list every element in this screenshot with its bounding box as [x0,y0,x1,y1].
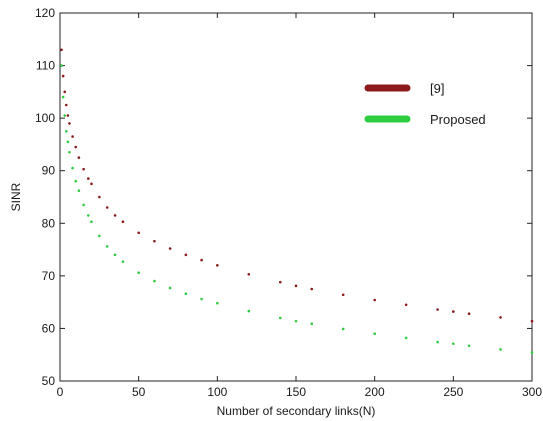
data-point-9 [294,284,298,288]
y-tick-label: 120 [35,6,55,20]
data-point-proposed [60,64,63,67]
x-tick-label: 100 [207,385,227,399]
data-point-9 [113,214,117,217]
data-point-proposed [247,309,251,313]
data-point-proposed [71,166,74,170]
series-9 [60,48,534,323]
data-point-proposed [278,316,282,320]
data-point-proposed [63,114,67,117]
data-point-proposed [77,189,81,192]
data-point-proposed [64,129,68,133]
data-point-9 [310,287,314,291]
data-point-9 [63,90,67,94]
data-point-proposed [168,286,172,290]
data-point-proposed [452,342,455,345]
data-point-9 [90,182,93,186]
legend: [9] Proposed [364,81,486,127]
data-point-proposed [90,220,93,224]
data-point-9 [436,308,439,311]
y-tick-label: 50 [42,374,56,388]
plot-area [59,12,533,382]
data-point-proposed [373,332,376,335]
data-point-proposed [200,297,203,301]
data-point-proposed [216,301,219,305]
data-point-proposed [105,245,109,248]
data-point-proposed [66,140,70,144]
y-tick-label: 70 [42,269,56,283]
y-tick-label: 110 [36,59,55,73]
data-point-proposed [404,336,408,340]
y-axis-label: SINR [9,182,23,211]
y-tick-label: 60 [42,321,56,335]
data-point-9 [452,310,455,313]
x-tick-label: 300 [522,385,542,399]
data-point-9 [499,316,502,319]
data-point-9 [184,253,188,257]
data-point-9 [66,114,70,117]
x-tick-label: 50 [132,385,146,399]
data-point-proposed [137,271,140,275]
data-point-9 [74,145,78,149]
data-point-9 [200,258,203,262]
data-point-9 [373,298,376,302]
data-point-9 [278,280,282,284]
data-point-9 [71,135,74,138]
data-point-9 [247,272,251,276]
data-point-proposed [87,214,90,217]
legend-label-ref9: [9] [430,81,444,96]
data-point-9 [105,206,109,209]
data-point-proposed [436,340,439,344]
x-tick-label: 200 [365,385,385,399]
data-point-9 [168,247,172,250]
data-point-9 [121,220,125,224]
data-point-proposed [499,348,502,351]
x-tick-label: 250 [443,385,463,399]
data-point-9 [467,312,471,316]
data-point-9 [216,264,219,267]
data-point-proposed [121,260,125,263]
data-point-proposed [153,279,156,283]
data-point-9 [82,167,85,171]
data-point-proposed [98,234,101,238]
series-proposed [60,64,534,354]
data-point-9 [64,103,68,107]
y-tick-label: 80 [42,216,56,230]
data-point-proposed [467,344,471,348]
data-point-9 [87,177,90,180]
legend-label-proposed: Proposed [430,112,486,127]
data-point-proposed [341,327,345,331]
x-axis-label: Number of secondary links(N) [217,404,376,418]
data-point-9 [68,122,71,125]
data-point-proposed [310,322,314,326]
data-point-proposed [61,95,65,99]
y-tick-label: 90 [42,164,56,178]
data-point-9 [404,303,408,307]
x-tick-label: 150 [286,385,306,399]
x-tick-label: 0 [57,385,64,399]
data-point-9 [60,48,63,52]
data-point-9 [98,195,101,199]
data-point-proposed [294,319,298,323]
data-point-9 [530,319,534,323]
y-tick-label: 100 [35,111,55,125]
data-point-proposed [113,253,117,257]
data-point-9 [61,74,65,78]
data-point-proposed [68,151,71,154]
data-point-9 [341,293,345,297]
series-points [60,48,534,354]
data-point-proposed [74,179,78,183]
data-point-9 [137,231,140,235]
data-point-proposed [530,351,534,354]
data-point-9 [77,156,81,159]
data-point-proposed [184,292,188,296]
data-point-9 [153,239,156,243]
data-point-proposed [82,203,85,207]
